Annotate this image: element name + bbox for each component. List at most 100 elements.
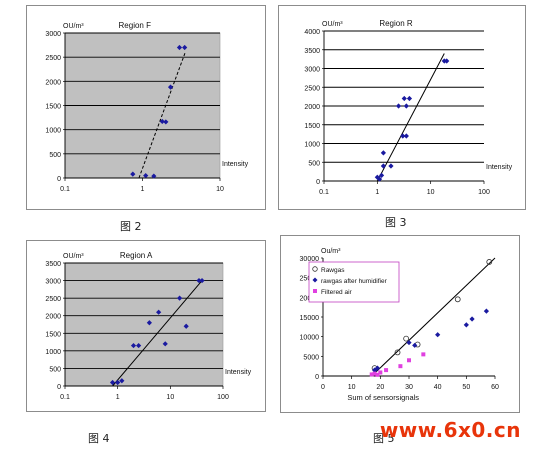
y-axis-label: OU/m³: [63, 253, 84, 260]
legend-label: Rawgas: [321, 267, 345, 274]
data-point: [401, 95, 407, 102]
y-tick-label: 1500: [304, 123, 320, 130]
legend-label: Filtered air: [321, 289, 353, 296]
chart-panel-fig4: 0 500 1000 1500 2000 2500 3000 3500 0.1 1 10 100 OU/…: [26, 240, 266, 412]
x-tick-label: 30: [405, 384, 413, 391]
chart-svg-fig5: 0500010000150002000025000300000102030405…: [300, 248, 499, 402]
y-tick-label: 3000: [45, 279, 61, 286]
data-point: [109, 379, 116, 386]
data-point: [378, 370, 383, 375]
x-tick-label: 60: [491, 384, 499, 391]
y-tick-label: 15000: [300, 315, 320, 322]
chart-svg-fig3: 0 500 1000 1500 2000 2500 3000 3500 4000 0.1 1 10 10…: [304, 19, 513, 196]
data-point: [486, 259, 493, 265]
x-tick-label: 1: [375, 189, 379, 196]
caption-fig5: 图 5: [373, 432, 395, 445]
trendline: [138, 51, 187, 179]
y-tick-label: 1000: [45, 349, 61, 356]
y-axis-label: Ou/m³: [321, 248, 341, 255]
watermark-text: www.6x0.cn: [379, 418, 521, 442]
chart-svg-fig2: 0 500 1000 1500 2000 2500 3000 0.1 1 10 OU/m³ Regio…: [45, 21, 249, 193]
data-point: [406, 95, 413, 102]
y-tick-label: 10000: [300, 335, 320, 342]
data-point: [421, 352, 426, 357]
legend-marker: [312, 277, 318, 283]
x-tick-label: 10: [348, 384, 356, 391]
data-point: [406, 339, 412, 346]
x-tick-label: 100: [217, 394, 229, 401]
x-tick-label: 0.1: [319, 189, 329, 196]
y-axis-label: OU/m³: [322, 21, 343, 28]
data-point: [454, 296, 461, 303]
chart-panel-fig2: 0 500 1000 1500 2000 2500 3000 0.1 1 10 OU/m³ Regio…: [26, 5, 266, 210]
y-axis-label: OU/m³: [63, 23, 84, 30]
x-tick-label: 1: [141, 186, 145, 193]
data-point: [119, 378, 125, 384]
x-tick-label: 40: [434, 384, 442, 391]
data-point: [375, 372, 380, 377]
chart-panel-fig5: 0500010000150002000025000300000102030405…: [280, 235, 520, 413]
caption-fig4: 图 4: [88, 432, 110, 445]
chart-title: Region A: [120, 251, 153, 260]
x-tick-label: 10: [166, 394, 174, 401]
y-tick-label: 30000: [300, 256, 320, 263]
x-tick-label: 10: [216, 186, 224, 193]
data-point: [378, 172, 385, 178]
y-tick-label: 1000: [45, 128, 61, 135]
data-point: [163, 119, 169, 125]
y-tick-label: 1000: [304, 142, 320, 149]
y-tick-label: 5000: [303, 354, 319, 361]
x-tick-label: 1: [116, 394, 120, 401]
trendline: [376, 53, 445, 182]
y-tick-label: 500: [49, 366, 61, 373]
x-tick-label: 0.1: [60, 186, 70, 193]
y-tick-label: 500: [308, 160, 320, 167]
chart-panel-fig3: 0 500 1000 1500 2000 2500 3000 3500 4000 0.1 1 10 10…: [278, 5, 526, 210]
x-tick-label: 0: [321, 384, 325, 391]
y-tick-label: 3500: [304, 48, 320, 55]
y-tick-label: 2000: [45, 314, 61, 321]
y-tick-label: 0: [316, 179, 320, 186]
caption-fig3: 图 3: [385, 216, 407, 229]
data-point: [384, 368, 389, 373]
x-tick-label: 50: [462, 384, 470, 391]
chart-svg-fig4: 0 500 1000 1500 2000 2500 3000 3500 0.1 1 10 100 OU/…: [45, 251, 252, 401]
data-point: [146, 320, 152, 326]
data-point: [403, 335, 410, 342]
chart-title: Region F: [119, 21, 152, 30]
data-point: [115, 379, 121, 386]
y-tick-label: 500: [49, 152, 61, 159]
y-tick-label: 3000: [45, 31, 61, 38]
y-tick-label: 3000: [304, 67, 320, 74]
y-tick-label: 4000: [304, 29, 320, 36]
y-tick-label: 0: [57, 176, 61, 183]
data-point: [372, 371, 377, 376]
caption-fig2: 图 2: [120, 220, 142, 233]
x-tick-label: 0.1: [60, 394, 70, 401]
legend-marker: [312, 266, 318, 272]
x-axis-label: Intensity: [222, 161, 249, 168]
y-tick-label: 3500: [45, 261, 61, 268]
data-point: [151, 173, 157, 179]
y-tick-label: 1500: [45, 104, 61, 111]
data-point: [182, 44, 188, 51]
x-axis-label: Intensity: [486, 164, 513, 171]
y-tick-label: 2500: [45, 55, 61, 62]
data-point: [394, 349, 401, 356]
x-axis-label: Intensity: [225, 369, 252, 376]
y-tick-label: 1500: [45, 331, 61, 338]
legend-marker: [313, 289, 317, 293]
data-point: [183, 323, 189, 329]
chart-title: Region R: [379, 19, 413, 28]
data-point: [130, 171, 136, 177]
x-tick-label: 100: [478, 189, 490, 196]
legend-box: [308, 261, 400, 303]
trendline: [371, 257, 496, 377]
data-point: [159, 118, 165, 125]
x-axis-label: Sum of sensorsignals: [347, 393, 419, 402]
x-tick-label: 10: [427, 189, 435, 196]
data-point: [407, 358, 411, 363]
plot-area: [64, 262, 224, 387]
legend-label: rawgas after humidifier: [321, 278, 388, 285]
y-tick-label: 0: [315, 374, 319, 381]
